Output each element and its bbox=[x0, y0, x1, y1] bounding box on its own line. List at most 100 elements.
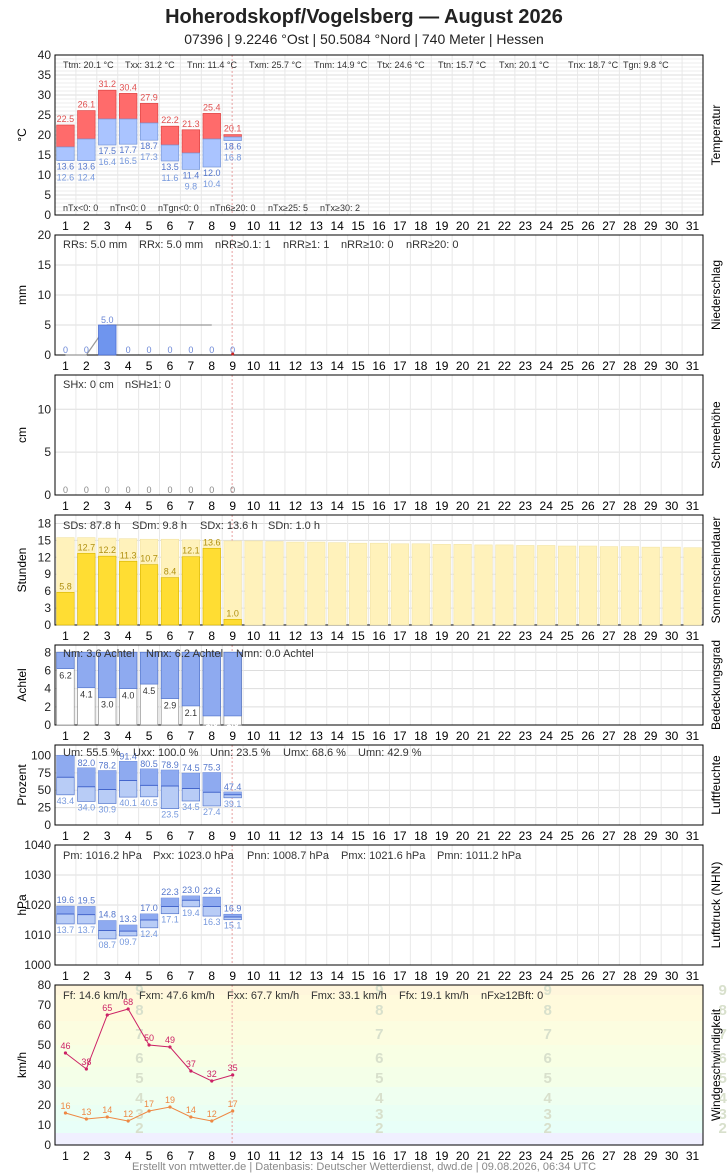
x-tick-label: 12 bbox=[289, 499, 303, 513]
temp-bar-lower bbox=[181, 152, 201, 170]
x-tick-label: 19 bbox=[435, 219, 449, 233]
y-tick-label: 50 bbox=[38, 783, 52, 797]
x-tick-label: 24 bbox=[540, 729, 554, 743]
x-tick-label: 9 bbox=[229, 729, 236, 743]
y-axis-label: °C bbox=[15, 128, 29, 142]
temp-ground-label: 10.4 bbox=[203, 179, 221, 189]
x-tick-label: 5 bbox=[146, 969, 153, 983]
x-tick-label: 28 bbox=[623, 829, 637, 843]
x-tick-label: 2 bbox=[83, 1149, 90, 1160]
wind-mean-point bbox=[126, 1119, 130, 1123]
beaufort-label: 8 bbox=[719, 1002, 727, 1019]
beaufort-label: 9 bbox=[719, 982, 727, 999]
x-tick-label: 4 bbox=[125, 359, 132, 373]
x-tick-label: 2 bbox=[83, 499, 90, 513]
wind-mean-label: 14 bbox=[102, 1105, 112, 1115]
precip-bar bbox=[98, 324, 117, 356]
y-tick-label: 25 bbox=[38, 108, 52, 122]
y-tick-label: 100 bbox=[31, 748, 51, 762]
press-bar-upper bbox=[161, 898, 179, 907]
press-min-label: 12.4 bbox=[140, 929, 158, 939]
wind-max-label: 46 bbox=[60, 1041, 70, 1051]
temp-max-label: 21.3 bbox=[182, 119, 200, 129]
x-tick-label: 12 bbox=[289, 729, 303, 743]
x-tick-label: 9 bbox=[229, 219, 236, 233]
x-tick-label: 28 bbox=[623, 629, 637, 643]
side-label: Sonnenscheindauer bbox=[709, 517, 723, 624]
x-tick-label: 13 bbox=[310, 219, 324, 233]
snow-label: 0 bbox=[105, 485, 110, 495]
wind-mean-point bbox=[105, 1115, 109, 1119]
wind-mean-point bbox=[147, 1109, 151, 1113]
side-label: Windgeschwindigkeit bbox=[709, 1008, 723, 1121]
precip-stat: nRR≥10: 0 bbox=[341, 239, 394, 251]
cloud-label: 4.1 bbox=[80, 690, 93, 700]
beaufort-label: 5 bbox=[719, 1070, 727, 1087]
x-tick-label: 19 bbox=[435, 499, 449, 513]
x-tick-label: 3 bbox=[104, 219, 111, 233]
temp-bar-upper bbox=[202, 113, 221, 140]
humid-min-label: 34.5 bbox=[182, 802, 200, 812]
x-tick-label: 29 bbox=[644, 829, 658, 843]
sun-label: 5.8 bbox=[59, 581, 72, 591]
press-max-label: 16.9 bbox=[224, 903, 242, 913]
x-tick-label: 30 bbox=[665, 729, 679, 743]
x-tick-label: 27 bbox=[602, 729, 616, 743]
x-tick-label: 8 bbox=[208, 1149, 215, 1160]
temp-bar-upper bbox=[181, 129, 201, 154]
x-tick-label: 23 bbox=[519, 219, 533, 233]
cloud-bar bbox=[56, 651, 75, 669]
y-tick-label: 10 bbox=[38, 1118, 52, 1132]
humid-bar-upper bbox=[77, 767, 96, 787]
temp-min-label: 18.6 bbox=[224, 142, 242, 152]
x-tick-label: 21 bbox=[477, 969, 491, 983]
x-tick-label: 31 bbox=[686, 499, 700, 513]
sun-bar bbox=[202, 547, 221, 626]
beaufort-label: 6 bbox=[135, 1050, 143, 1067]
x-tick-label: 1 bbox=[62, 359, 69, 373]
x-tick-label: 21 bbox=[477, 629, 491, 643]
x-tick-label: 20 bbox=[456, 829, 470, 843]
x-tick-label: 2 bbox=[83, 969, 90, 983]
x-tick-label: 7 bbox=[188, 969, 195, 983]
x-tick-label: 30 bbox=[665, 829, 679, 843]
x-tick-label: 13 bbox=[310, 829, 324, 843]
x-tick-label: 22 bbox=[498, 359, 512, 373]
y-tick-label: 2 bbox=[44, 700, 51, 714]
temp-ground-label: 17.3 bbox=[140, 152, 158, 162]
press-bar-upper bbox=[98, 920, 117, 931]
temp-bar-lower bbox=[119, 118, 138, 145]
y-tick-label: 0 bbox=[44, 348, 51, 362]
temp-stat: Ttn: 15.7 °C bbox=[438, 60, 487, 70]
y-axis-label: hPa bbox=[15, 894, 29, 916]
x-tick-label: 2 bbox=[83, 829, 90, 843]
x-tick-label: 10 bbox=[247, 629, 261, 643]
x-tick-label: 2 bbox=[83, 219, 90, 233]
x-tick-label: 12 bbox=[289, 629, 303, 643]
x-tick-label: 16 bbox=[372, 829, 386, 843]
x-tick-label: 6 bbox=[167, 729, 174, 743]
temp-max-label: 30.4 bbox=[119, 82, 137, 92]
beaufort-label: 7 bbox=[135, 1026, 143, 1043]
y-tick-label: 9 bbox=[44, 567, 51, 581]
x-tick-label: 23 bbox=[519, 629, 533, 643]
x-tick-label: 8 bbox=[208, 829, 215, 843]
y-axis-label: Achtel bbox=[15, 668, 29, 701]
x-tick-label: 20 bbox=[456, 219, 470, 233]
x-tick-label: 1 bbox=[62, 499, 69, 513]
x-tick-label: 24 bbox=[540, 499, 554, 513]
sun-label: 12.1 bbox=[182, 546, 200, 556]
wind-max-point bbox=[168, 1045, 172, 1049]
x-tick-label: 3 bbox=[104, 499, 111, 513]
snow-stat: SHx: 0 cm bbox=[63, 379, 114, 391]
x-tick-label: 14 bbox=[331, 219, 345, 233]
footer-credit: Erstellt von mtwetter.de | Datenbasis: D… bbox=[131, 1161, 597, 1173]
x-tick-label: 6 bbox=[167, 1149, 174, 1160]
sun-possible-bar bbox=[620, 546, 639, 626]
beaufort-label: 5 bbox=[375, 1070, 383, 1087]
x-tick-label: 15 bbox=[351, 1149, 365, 1160]
x-tick-label: 11 bbox=[268, 219, 281, 233]
x-tick-label: 4 bbox=[125, 969, 132, 983]
x-tick-label: 11 bbox=[268, 829, 281, 843]
temp-bar-lower bbox=[160, 144, 180, 162]
